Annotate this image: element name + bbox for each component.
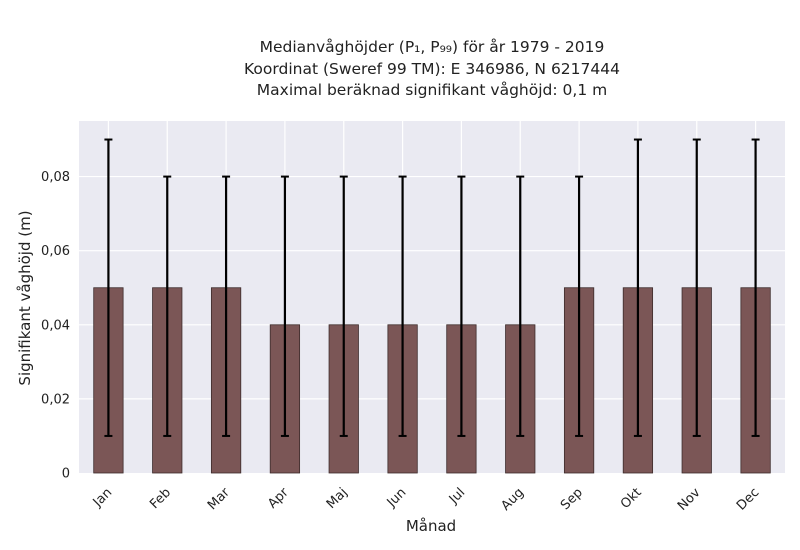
x-tick-label: Okt — [618, 485, 645, 512]
title-line-2: Koordinat (Sweref 99 TM): E 346986, N 62… — [244, 60, 620, 78]
y-tick-label: 0 — [62, 467, 70, 482]
chart-title: Medianvåghöjder (P₁, P₉₉) för år 1979 - … — [244, 38, 620, 99]
y-axis-label: Signifikant våghöjd (m) — [16, 210, 34, 385]
x-tick-label: Jun — [384, 485, 410, 511]
y-tick-label: 0,02 — [41, 392, 70, 407]
error-bars — [104, 138, 760, 437]
x-tick-label: Jul — [446, 485, 468, 507]
y-tick-label: 0,06 — [41, 244, 70, 259]
y-tick-label: 0,08 — [41, 170, 70, 185]
x-tick-label: Nov — [675, 485, 704, 514]
x-tick-label: Maj — [324, 485, 351, 512]
y-tick-label: 0,04 — [41, 318, 70, 333]
x-axis-label: Månad — [406, 517, 456, 535]
title-line-1: Medianvåghöjder (P₁, P₉₉) för år 1979 - … — [260, 38, 605, 56]
x-tick-label: Sep — [558, 485, 586, 513]
x-tick-label: Mar — [205, 485, 233, 513]
y-axis-ticks: 0 0,02 0,04 0,06 0,08 — [41, 170, 70, 481]
x-tick-label: Feb — [147, 485, 174, 512]
title-line-3: Maximal beräknad signifikant våghöjd: 0,… — [257, 81, 607, 99]
plot-area — [79, 121, 785, 473]
x-tick-label: Apr — [265, 485, 292, 512]
x-tick-label: Dec — [734, 485, 762, 513]
x-tick-label: Aug — [499, 485, 528, 514]
x-tick-label: Jan — [90, 485, 115, 510]
x-axis-ticks: Jan Feb Mar Apr Maj Jun Jul Aug Sep Okt Nov Dec — [90, 485, 763, 514]
